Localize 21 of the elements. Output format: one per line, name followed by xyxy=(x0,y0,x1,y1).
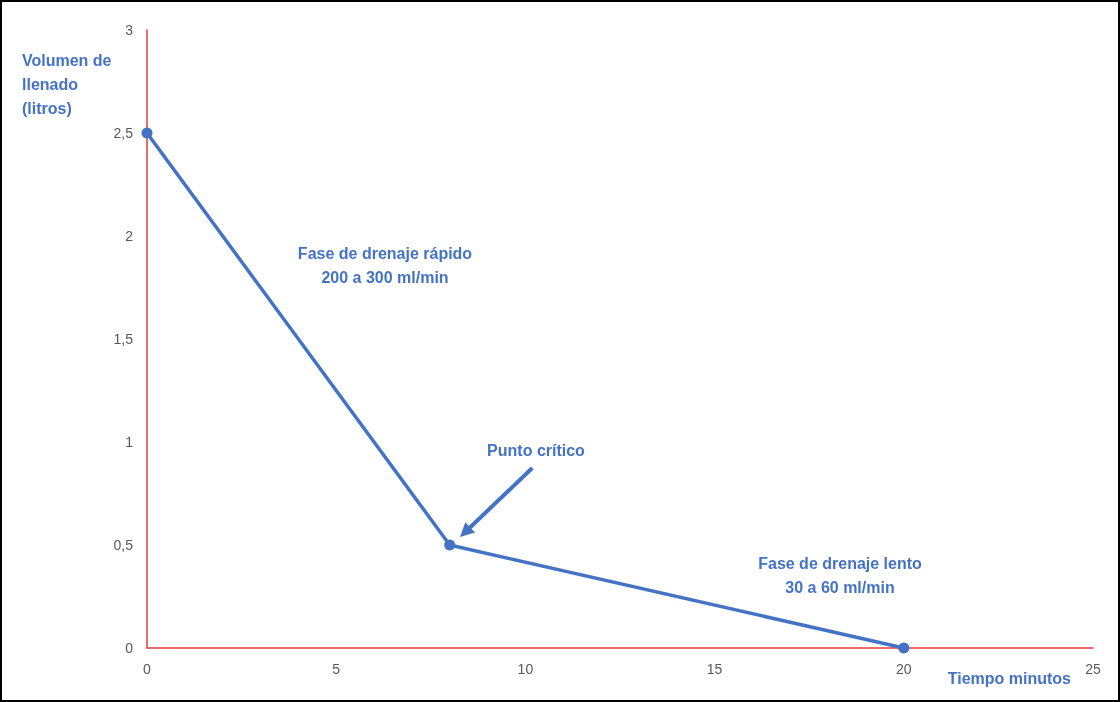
x-tick-label: 15 xyxy=(706,661,723,677)
y-tick-label: 1 xyxy=(125,434,134,450)
y-tick-label: 2,5 xyxy=(113,125,134,141)
x-tick-label: 0 xyxy=(143,661,152,677)
x-axis-title: Tiempo minutos xyxy=(947,669,1072,687)
annotation: Punto crítico xyxy=(487,441,586,459)
annotation: Fase de drenaje rápido 200 a 300 ml/min xyxy=(297,244,473,286)
y-tick-label: 1,5 xyxy=(113,331,134,347)
point xyxy=(141,127,153,139)
point xyxy=(444,539,456,551)
y-tick-label: 0 xyxy=(125,640,134,656)
x-tick-label: 20 xyxy=(896,661,912,677)
y-tick-label: 0,5 xyxy=(113,537,134,553)
y-tick-label: 2 xyxy=(125,228,134,244)
annotation: Fase de drenaje lento 30 a 60 ml/min xyxy=(758,554,923,596)
x-tick-label: 10 xyxy=(517,661,534,677)
x-tick-label: 5 xyxy=(332,661,341,677)
point xyxy=(898,642,910,654)
y-axis-title: Volumen de llenado (litros) xyxy=(22,51,116,117)
y-tick-label: 3 xyxy=(125,22,134,38)
x-tick-label: 25 xyxy=(1085,661,1101,677)
